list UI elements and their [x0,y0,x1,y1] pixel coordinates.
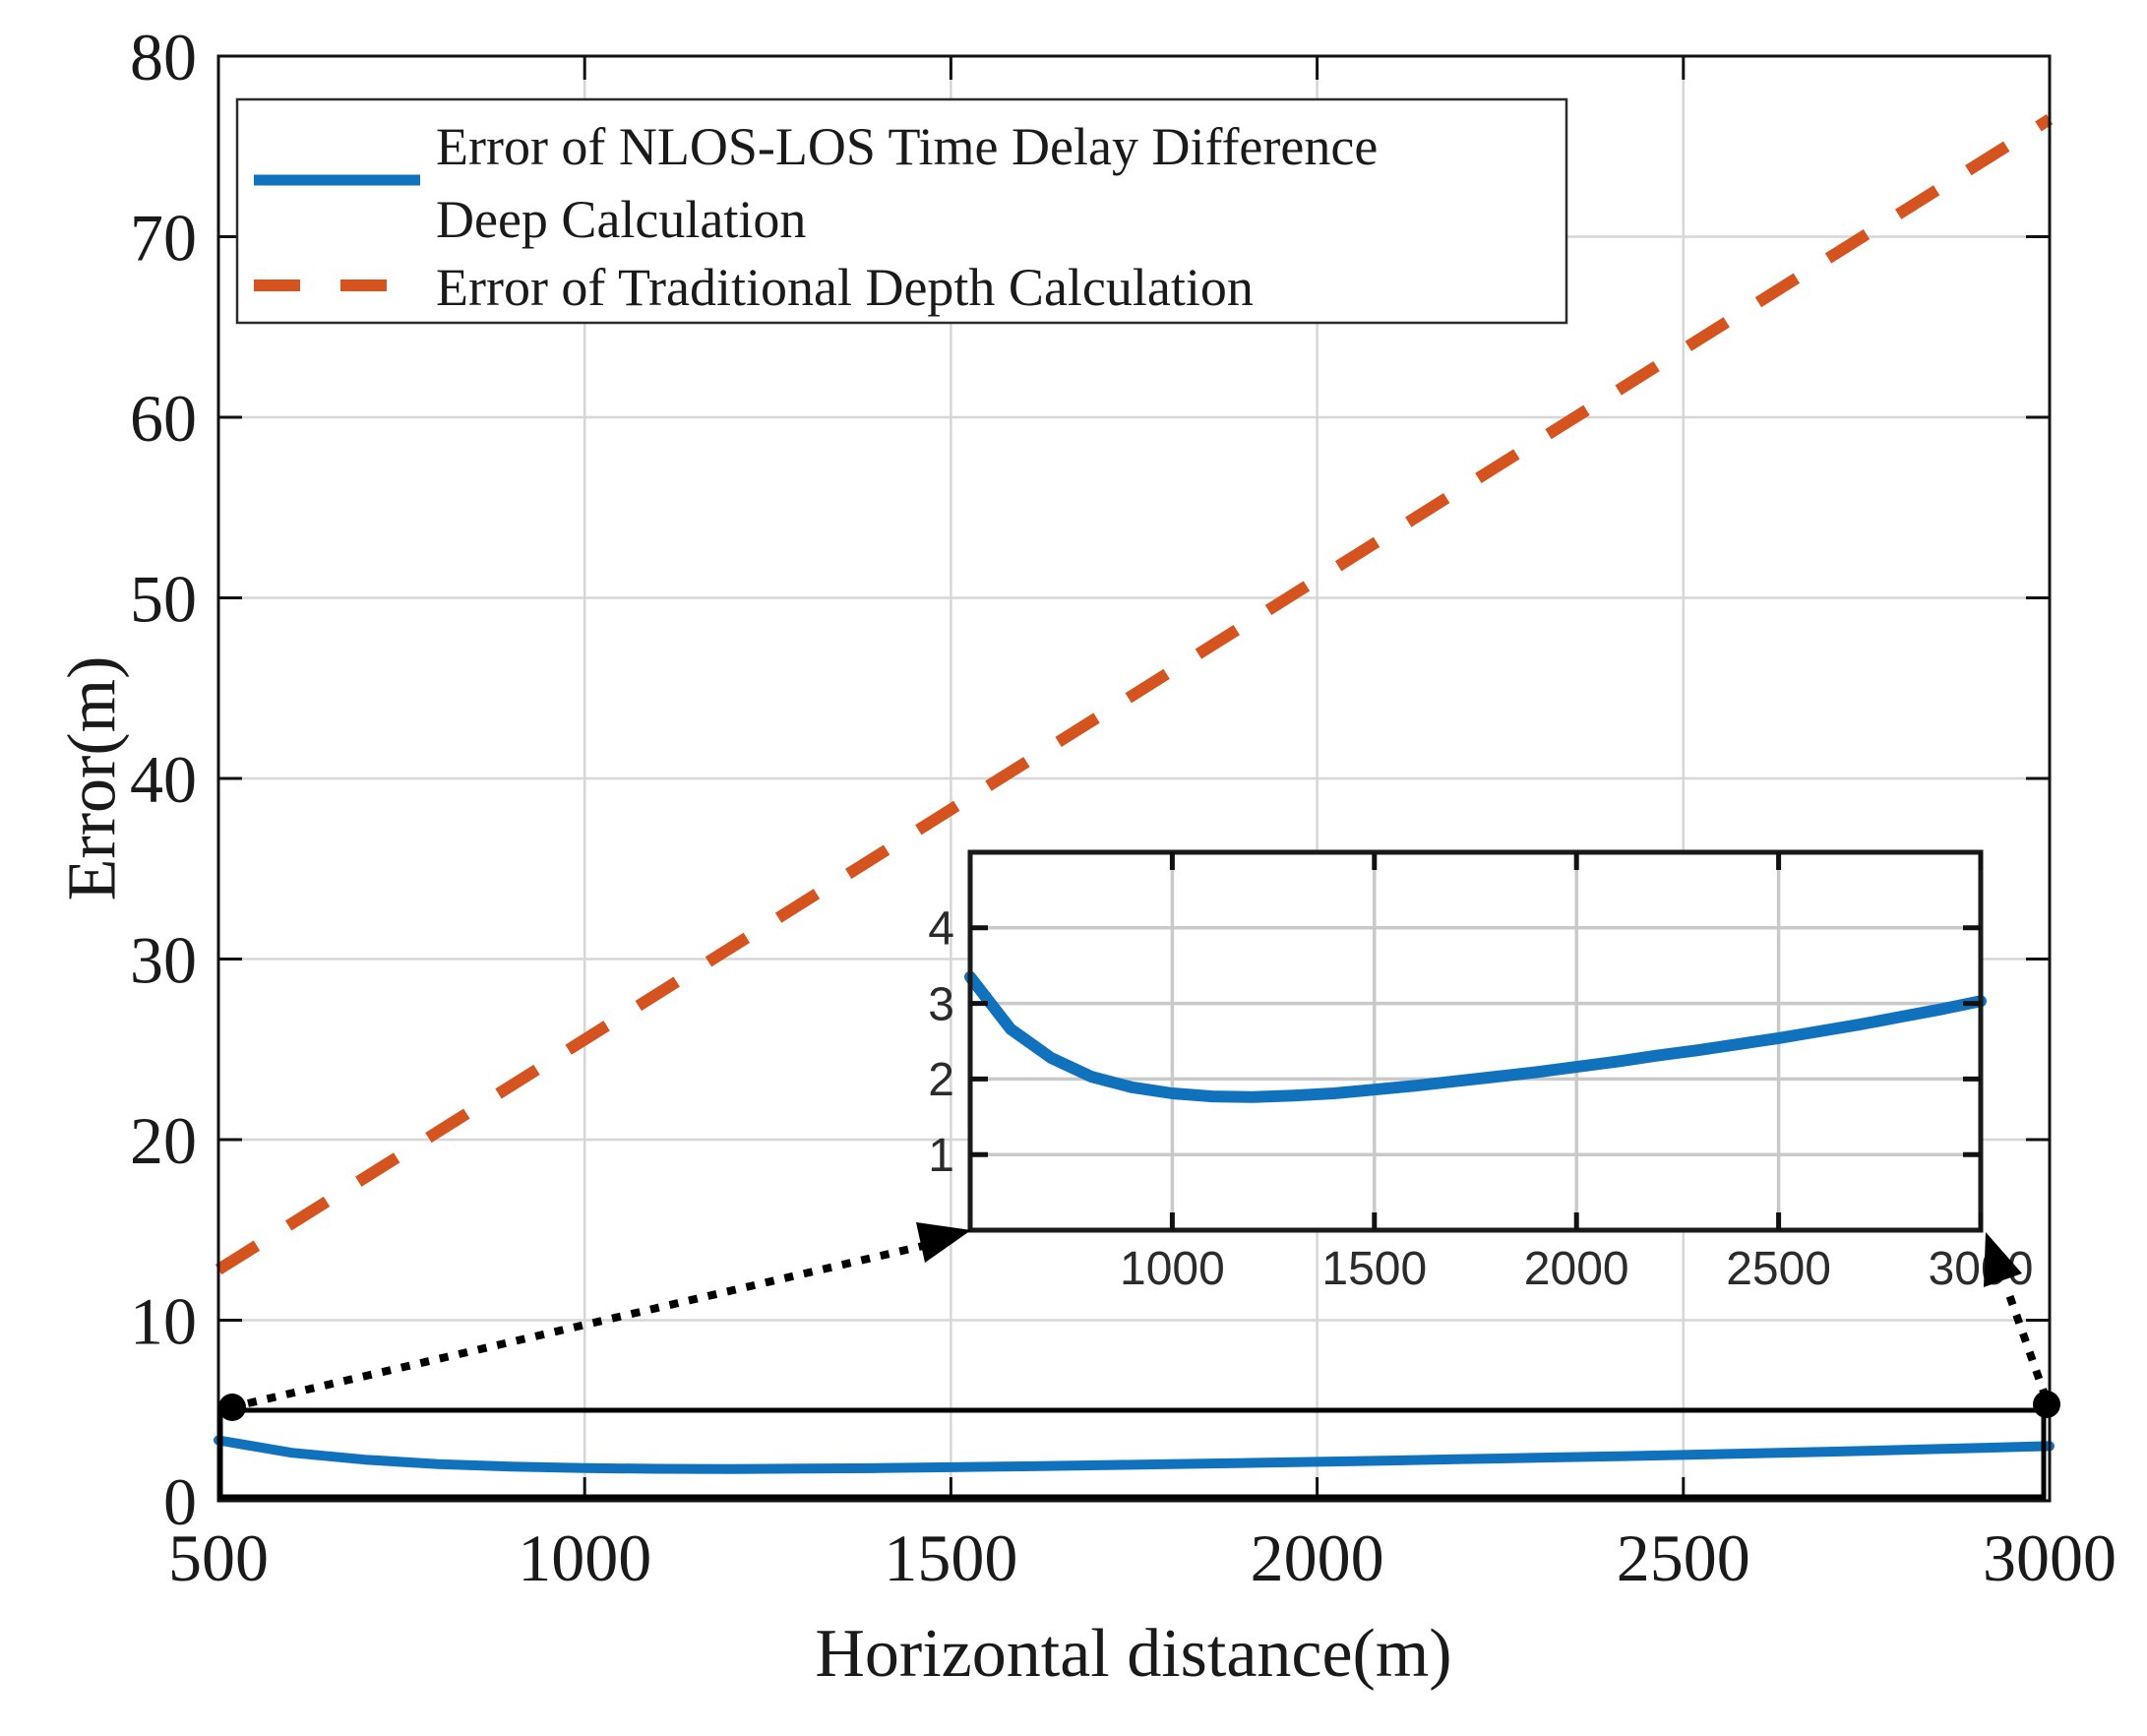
inset-background [970,852,1981,1230]
main-x-tick-label: 3000 [1983,1520,2116,1595]
legend: Error of NLOS-LOS Time Delay Difference … [235,97,1568,325]
main-y-tick-label: 60 [130,381,197,456]
main-y-tick-label: 30 [130,922,197,997]
zoom-anchor-dot-left [218,1394,246,1421]
main-y-tick-label: 20 [130,1103,197,1178]
main-x-tick-label: 2500 [1617,1520,1750,1595]
main-x-tick-label: 1000 [518,1520,651,1595]
inset-y-tick-labels: 1 2 3 4 [928,903,954,1182]
inset-x-tick-labels: 1000 1500 2000 2500 3000 [1120,1243,2033,1295]
legend-item-1-line-2: Deep Calculation [436,190,806,249]
main-x-tick-labels: 500 1000 1500 2000 2500 3000 [168,1520,2116,1595]
legend-box [235,97,1568,325]
inset-axes-box [967,849,1984,1233]
zoom-connector-line-right [2003,1287,2050,1399]
inset-x-tick-label: 1500 [1321,1243,1427,1295]
legend-item-1-line-1: Error of NLOS-LOS Time Delay Difference [436,117,1378,176]
zoom-annotation-arrows [218,1222,2060,1421]
main-y-tick-label: 80 [130,20,197,94]
series-nlos_deep-line [214,1435,2055,1474]
inset-x-tick-label: 2500 [1726,1243,1831,1295]
arrowhead-right-icon [1984,1232,2022,1287]
main-y-tick-label: 0 [163,1464,197,1539]
main-y-tick-labels: 0 10 20 30 40 50 60 70 80 [130,20,197,1539]
x-axis-label: Horizontal distance(m) [815,1616,1451,1692]
inset-x-tick-label: 1000 [1120,1243,1225,1295]
series-traditional-line [215,114,2054,1275]
zoom-region-rect [217,1407,2047,1500]
main-y-tick-label: 50 [130,561,197,636]
main-y-tick-label: 40 [130,742,197,817]
main-x-tick-label: 500 [168,1520,269,1595]
main-y-tick-label: 70 [130,200,197,275]
zoom-anchor-dot-right [2033,1391,2060,1418]
inset-tick-marks [970,852,1984,1230]
inset-series-curve [964,970,1987,1103]
legend-item-2-line-1: Error of Traditional Depth Calculation [436,258,1254,317]
inset-x-tick-label: 2000 [1524,1243,1629,1295]
inset-y-tick-label: 4 [928,903,954,956]
zoom-connector-line-left [247,1242,924,1407]
y-axis-label: Error(m) [55,656,131,901]
series-nlos_deep-line [964,970,1987,1103]
inset-y-tick-label: 3 [928,978,954,1030]
inset-y-tick-label: 1 [928,1130,954,1182]
main-x-tick-label: 1500 [884,1520,1017,1595]
inset-y-tick-label: 2 [928,1054,954,1106]
main-x-tick-label: 2000 [1251,1520,1384,1595]
arrowhead-left-icon [916,1222,971,1263]
main-y-tick-label: 10 [130,1283,197,1358]
main-series-curves [214,114,2055,1474]
